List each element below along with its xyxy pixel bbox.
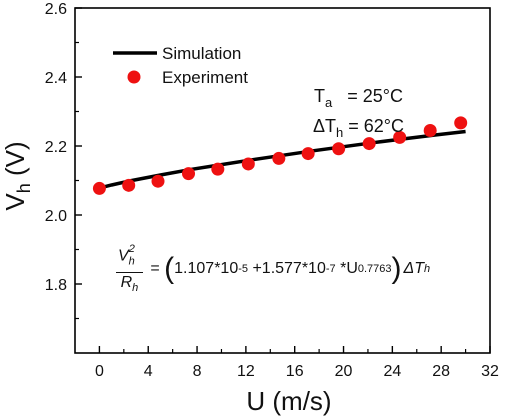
- y-tick-label: 2.2: [45, 139, 67, 156]
- legend-marker-experiment: [127, 70, 141, 84]
- experiment-point: [301, 147, 315, 161]
- x-axis: 0 4 8 12 16 20 24 28 32: [95, 346, 499, 380]
- experiment-point: [151, 174, 165, 188]
- y-tick-label: 2.6: [45, 1, 67, 18]
- eq-exp2: -7: [325, 263, 336, 276]
- eq-tail-sub: h: [424, 263, 431, 276]
- equation-denominator: Rh: [119, 273, 141, 297]
- y-axis-title-sub: h: [14, 183, 34, 193]
- annotation-ta-sub: a: [325, 95, 333, 110]
- eq-num-sub: h: [128, 255, 135, 268]
- x-tick-label: 0: [95, 363, 104, 380]
- y-axis-title-main: V: [0, 193, 30, 211]
- x-axis-title: U (m/s): [246, 386, 331, 416]
- x-tick-label: 20: [335, 363, 353, 380]
- y-axis-title: Vh (V): [0, 141, 34, 210]
- annotation-ambient-temp: Ta = 25°C: [314, 86, 403, 110]
- experiment-point: [393, 130, 407, 144]
- annotation-delta-temp: ΔTh = 62°C: [313, 116, 404, 140]
- annotation-dth-main: ΔT: [313, 116, 336, 136]
- experiment-point: [211, 162, 225, 176]
- experiment-point: [332, 142, 346, 156]
- plot-series: [92, 116, 468, 195]
- legend-label-experiment: Experiment: [162, 68, 248, 87]
- experiment-point: [241, 157, 255, 171]
- eq-right-paren: ): [391, 252, 402, 286]
- y-axis: 1.8 2.0 2.2 2.4 2.6: [45, 1, 82, 320]
- x-tick-label: 8: [193, 363, 202, 380]
- legend: Simulation Experiment: [113, 44, 248, 87]
- x-tick-label: 4: [144, 363, 153, 380]
- eq-den-main: R: [120, 273, 133, 291]
- x-tick-label: 24: [383, 363, 401, 380]
- y-axis-title-unit: (V): [0, 141, 30, 183]
- experiment-point: [182, 167, 196, 181]
- eq-equals: =: [145, 260, 165, 278]
- eq-den-sub: h: [132, 281, 139, 294]
- eq-term2: +1.577*10: [248, 260, 326, 278]
- annotation-ta-rest: = 25°C: [332, 86, 403, 106]
- experiment-point: [272, 151, 286, 165]
- annotation-dth-sub: h: [336, 125, 343, 140]
- y-tick-label: 2.0: [45, 208, 67, 225]
- eq-exp3: 0.7763: [357, 263, 392, 276]
- y-tick-label: 2.4: [45, 70, 67, 87]
- x-tick-label: 32: [481, 363, 499, 380]
- y-tick-label: 1.8: [45, 277, 67, 294]
- equation-numerator: Vh2: [116, 242, 143, 273]
- eq-left-paren: (: [164, 252, 175, 286]
- equation: Vh2 Rh = ( 1.107*10 -5 +1.577*10 -7 *U 0.77…: [116, 242, 430, 297]
- eq-num-sup: 2: [128, 243, 135, 255]
- x-tick-label: 12: [237, 363, 255, 380]
- eq-exp1: -5: [238, 263, 248, 276]
- eq-num-main: V: [118, 247, 129, 265]
- eq-term3: *U: [335, 260, 358, 278]
- x-tick-label: 28: [432, 363, 450, 380]
- legend-label-simulation: Simulation: [162, 44, 241, 63]
- experiment-point: [454, 116, 468, 130]
- annotation-ta-main: T: [314, 86, 325, 106]
- experiment-point: [362, 137, 376, 151]
- annotation-dth-rest: = 62°C: [343, 116, 404, 136]
- experiment-point: [122, 178, 136, 192]
- equation-fraction: Vh2 Rh: [116, 242, 143, 297]
- eq-tail-main: ΔT: [403, 260, 425, 278]
- eq-term1: 1.107*10: [174, 260, 239, 278]
- experiment-point: [423, 123, 437, 137]
- x-tick-label: 16: [286, 363, 304, 380]
- experiment-point: [92, 181, 106, 195]
